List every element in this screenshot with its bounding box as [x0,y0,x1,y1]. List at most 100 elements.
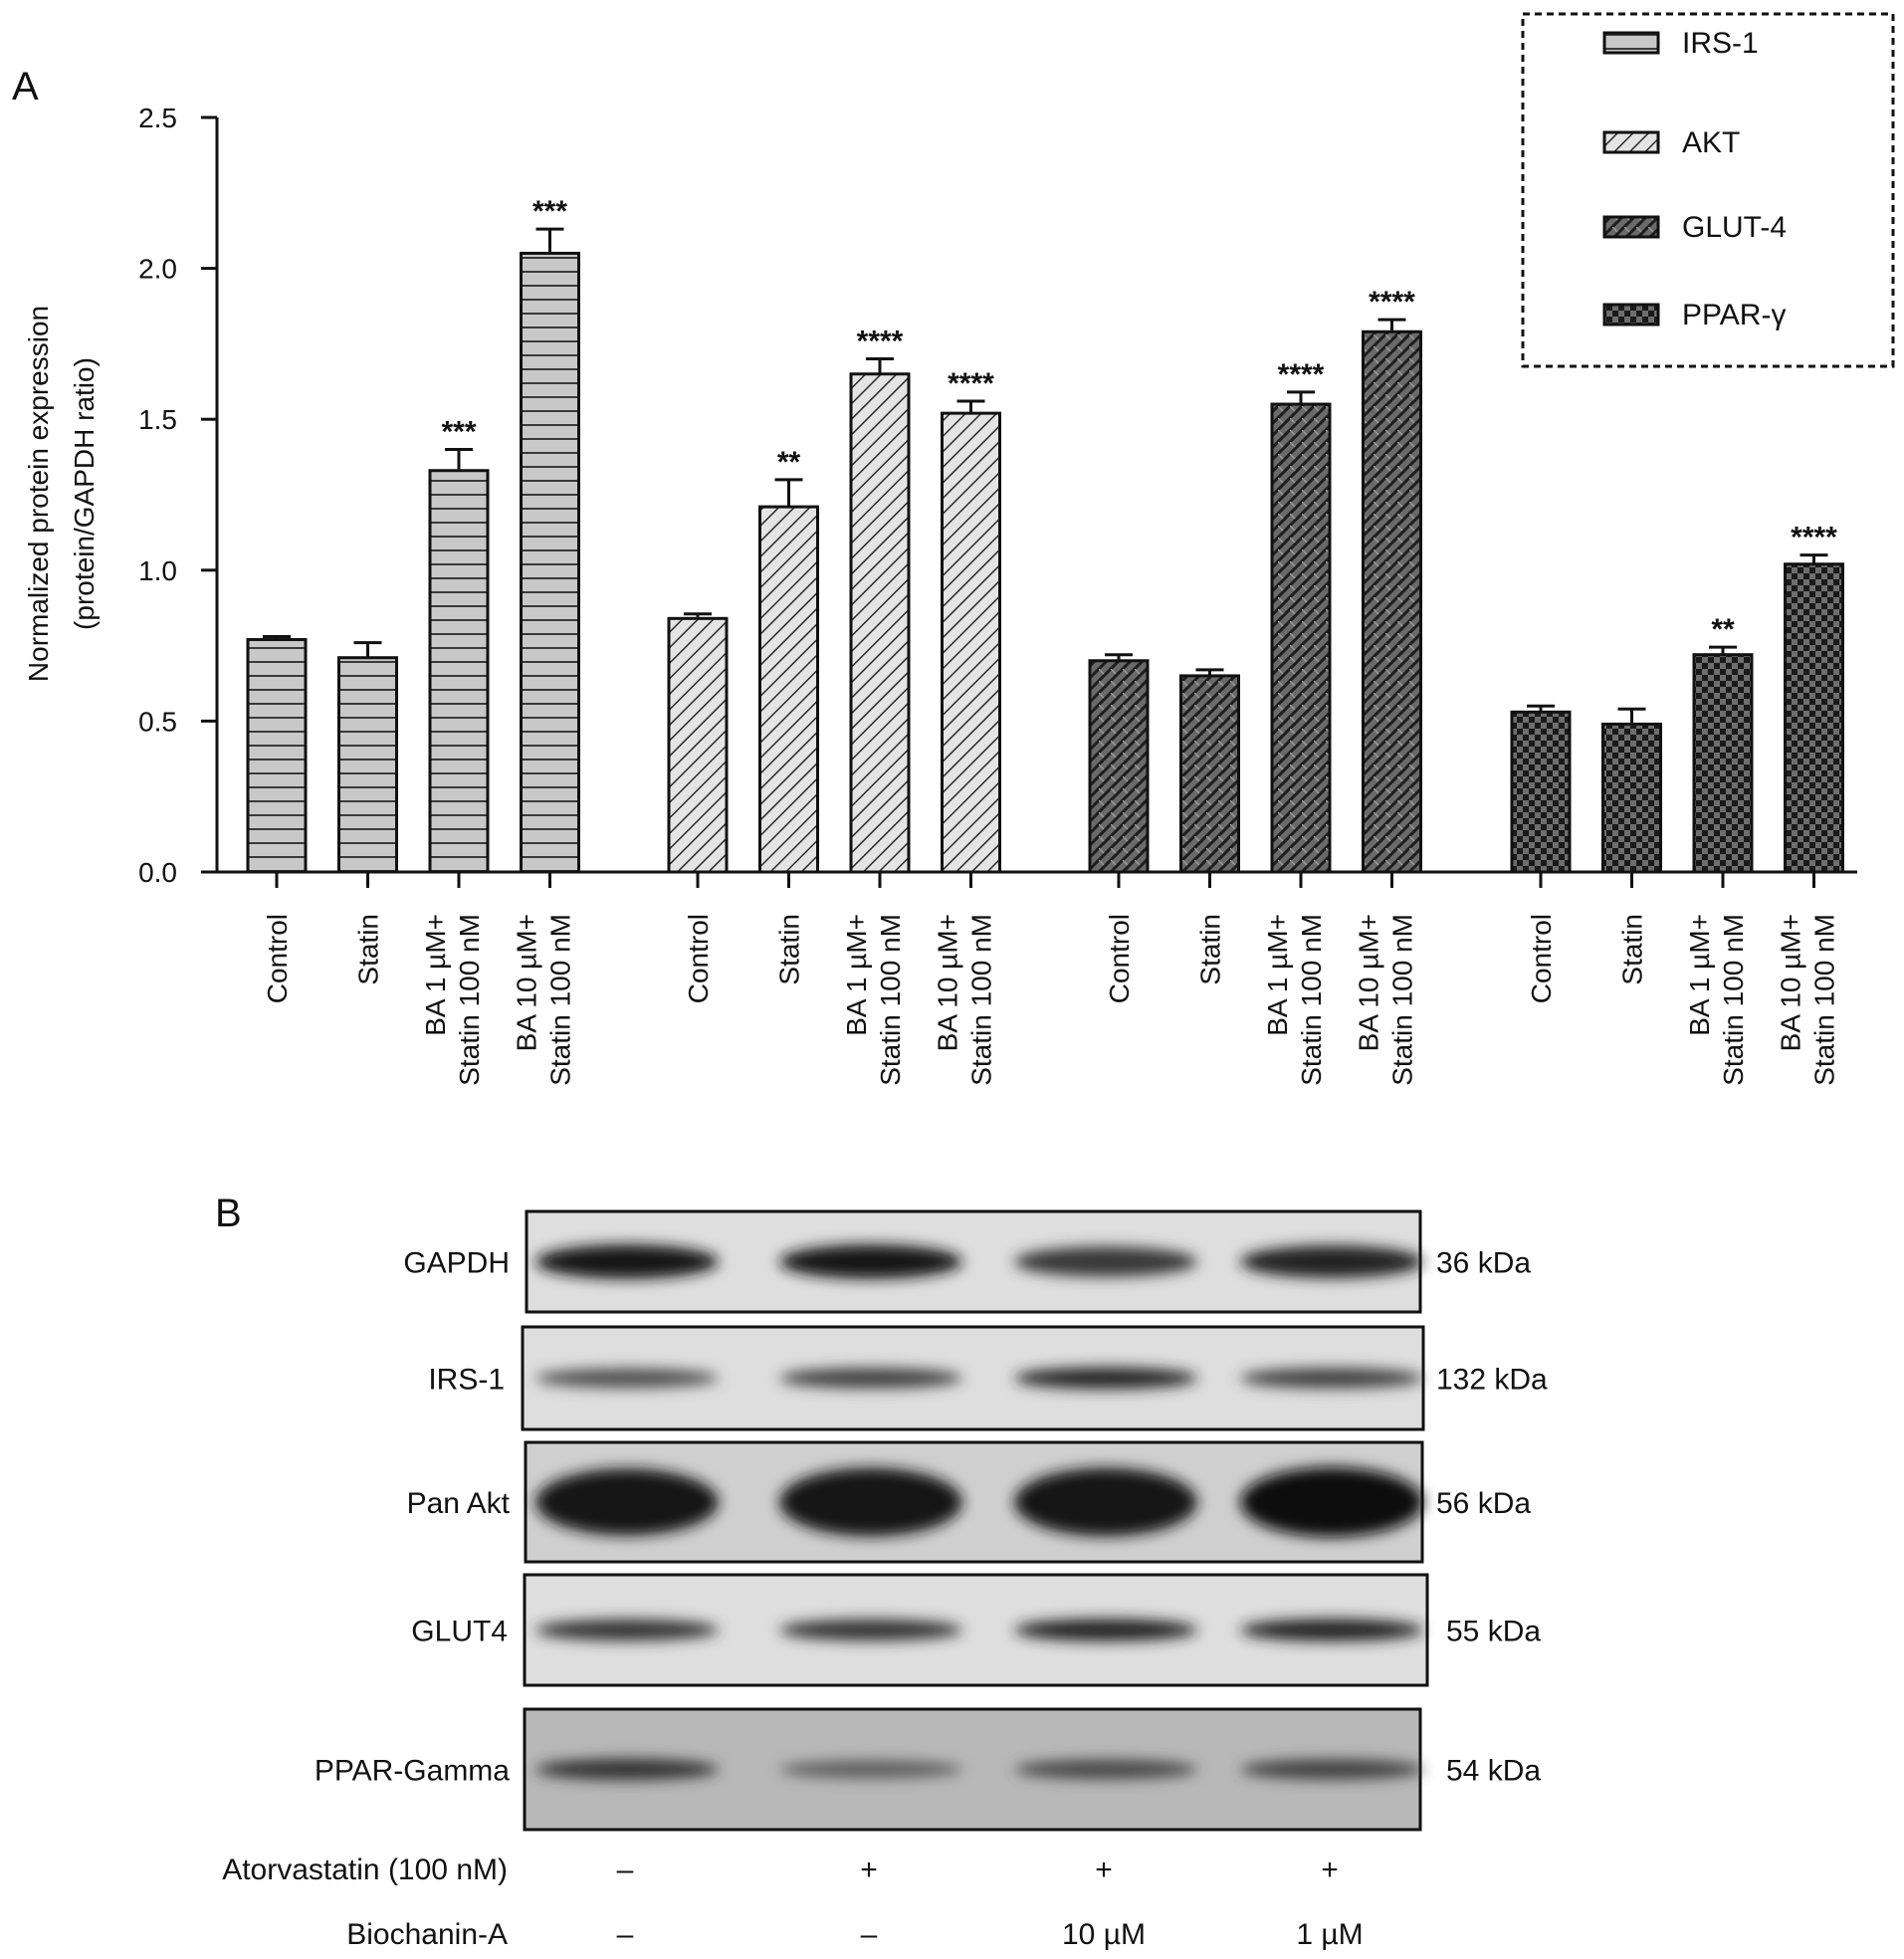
x-tick-label: BA 1 µM+ Statin 100 nM [1684,914,1749,1086]
bar-3-3 [1270,402,1332,874]
x-tick-label: Statin [353,914,384,985]
x-tick-label-line1: Control [1104,914,1135,1003]
x-tick-label-line2: Statin 100 nM [545,914,576,1086]
x-tick-label-line1: BA 10 µM+ [1776,914,1806,1051]
blot-band [1240,1368,1423,1389]
x-tick-label-line1: Statin [1195,914,1226,985]
treatment-value: – [617,1918,634,1951]
blot-protein-label: Pan Akt [407,1487,511,1520]
x-tick-label-line1: Control [1526,914,1557,1003]
blot-band [779,1760,962,1779]
blot-band [779,1467,962,1537]
blot-band [1240,1619,1423,1641]
legend-entry-label: PPAR-γ [1682,299,1786,331]
treatment-label: Biochanin-A [346,1918,508,1951]
panel-b-label: B [215,1192,242,1235]
blot-band [779,1619,962,1641]
blot-size-label: 56 kDa [1436,1487,1531,1520]
x-tick-label-line1: BA 1 µM+ [1684,914,1715,1036]
significance-label: **** [1791,522,1837,554]
bar-3-4 [1362,329,1422,874]
x-tick-label-line1: Statin [353,914,384,985]
blot-band [535,1619,719,1641]
blot-band [1240,1759,1423,1780]
treatment-value: + [860,1853,878,1886]
treatment-value: + [1321,1853,1339,1886]
bar-2-4 [941,411,1001,874]
blot-band [535,1244,719,1279]
legend-entry-label: GLUT-4 [1682,211,1787,244]
x-tick-label: BA 1 µM+ Statin 100 nM [841,914,906,1086]
blot-band [1014,1619,1197,1641]
x-tick-label-line1: BA 10 µM+ [1354,914,1384,1051]
x-tick-label: BA 1 µM+ Statin 100 nM [420,914,485,1086]
significance-label: ** [1711,613,1735,646]
bar-2-1 [667,616,729,874]
blot-band [1240,1466,1423,1538]
significance-label: *** [532,195,567,228]
legend-swatch [1602,31,1660,55]
x-tick-label-line1: BA 1 µM+ [841,914,872,1036]
bar-1-1 [246,638,308,874]
x-tick-label-line1: Control [262,914,293,1003]
blot-band [1014,1467,1197,1537]
significance-label: **** [857,326,904,358]
significance-label: **** [1369,286,1415,319]
y-tick-label: 1.0 [138,555,177,586]
blot-band [1014,1246,1197,1277]
blot-protein-label: GAPDH [403,1247,510,1280]
blot-protein-label: PPAR-Gamma [315,1755,510,1788]
blot-band [535,1468,719,1536]
treatment-value: 1 µM [1296,1918,1363,1951]
x-tick-label-line1: BA 10 µM+ [512,914,542,1051]
legend-entry-label: IRS-1 [1682,27,1759,60]
bar-2-3 [849,372,911,874]
blot-band [779,1368,962,1389]
treatment-value: + [1095,1853,1113,1886]
x-tick-label: Control [683,914,714,1003]
x-tick-label: Control [1104,914,1135,1003]
treatment-value: 10 µM [1062,1918,1146,1951]
x-tick-label: Statin [774,914,805,985]
significance-label: **** [948,367,994,400]
x-tick-label-line1: Control [683,914,714,1003]
legend-swatch [1602,130,1660,154]
y-tick-label: 0.0 [138,857,177,888]
bar-3-2 [1179,674,1240,874]
legend-swatch [1602,215,1660,239]
y-axis-label-line2: (protein/GAPDH ratio) [69,357,100,630]
x-tick-label-line1: Statin [774,914,805,985]
x-tick-label-line2: Statin 100 nM [1387,914,1418,1086]
x-tick-label: BA 10 µM+ Statin 100 nM [1776,914,1840,1086]
bar-4-3 [1692,653,1754,874]
x-tick-label-line2: Statin 100 nM [1809,914,1840,1086]
y-tick-label: 1.5 [138,404,177,435]
x-tick-label: BA 10 µM+ Statin 100 nM [933,914,997,1086]
bar-4-4 [1784,562,1844,874]
treatment-value: – [617,1853,634,1886]
x-tick-label: Statin [1617,914,1648,985]
bar-1-3 [428,469,490,874]
x-tick-label-line2: Statin 100 nM [1296,914,1327,1086]
x-tick-label-line2: Statin 100 nM [454,914,485,1086]
y-tick-label: 2.5 [138,103,177,133]
blot-size-label: 55 kDa [1446,1616,1541,1648]
x-tick-label-line2: Statin 100 nM [966,914,997,1086]
x-tick-label-line1: BA 1 µM+ [420,914,451,1036]
blot-size-label: 36 kDa [1436,1247,1531,1280]
blot-size-label: 54 kDa [1446,1755,1541,1788]
blot-size-label: 132 kDa [1436,1364,1548,1397]
y-tick-label: 0.5 [138,706,177,737]
x-tick-label: BA 10 µM+ Statin 100 nM [512,914,576,1086]
significance-label: **** [1278,358,1325,391]
significance-label: ** [777,446,801,479]
treatment-value: – [861,1918,878,1951]
bar-4-2 [1601,722,1662,874]
blot-band [779,1244,962,1279]
x-tick-label: BA 1 µM+ Statin 100 nM [1262,914,1327,1086]
legend-swatch [1602,303,1660,326]
significance-label: *** [441,416,476,449]
y-tick-label: 2.0 [138,254,177,285]
bar-4-1 [1510,710,1572,874]
blot-band [535,1758,719,1781]
